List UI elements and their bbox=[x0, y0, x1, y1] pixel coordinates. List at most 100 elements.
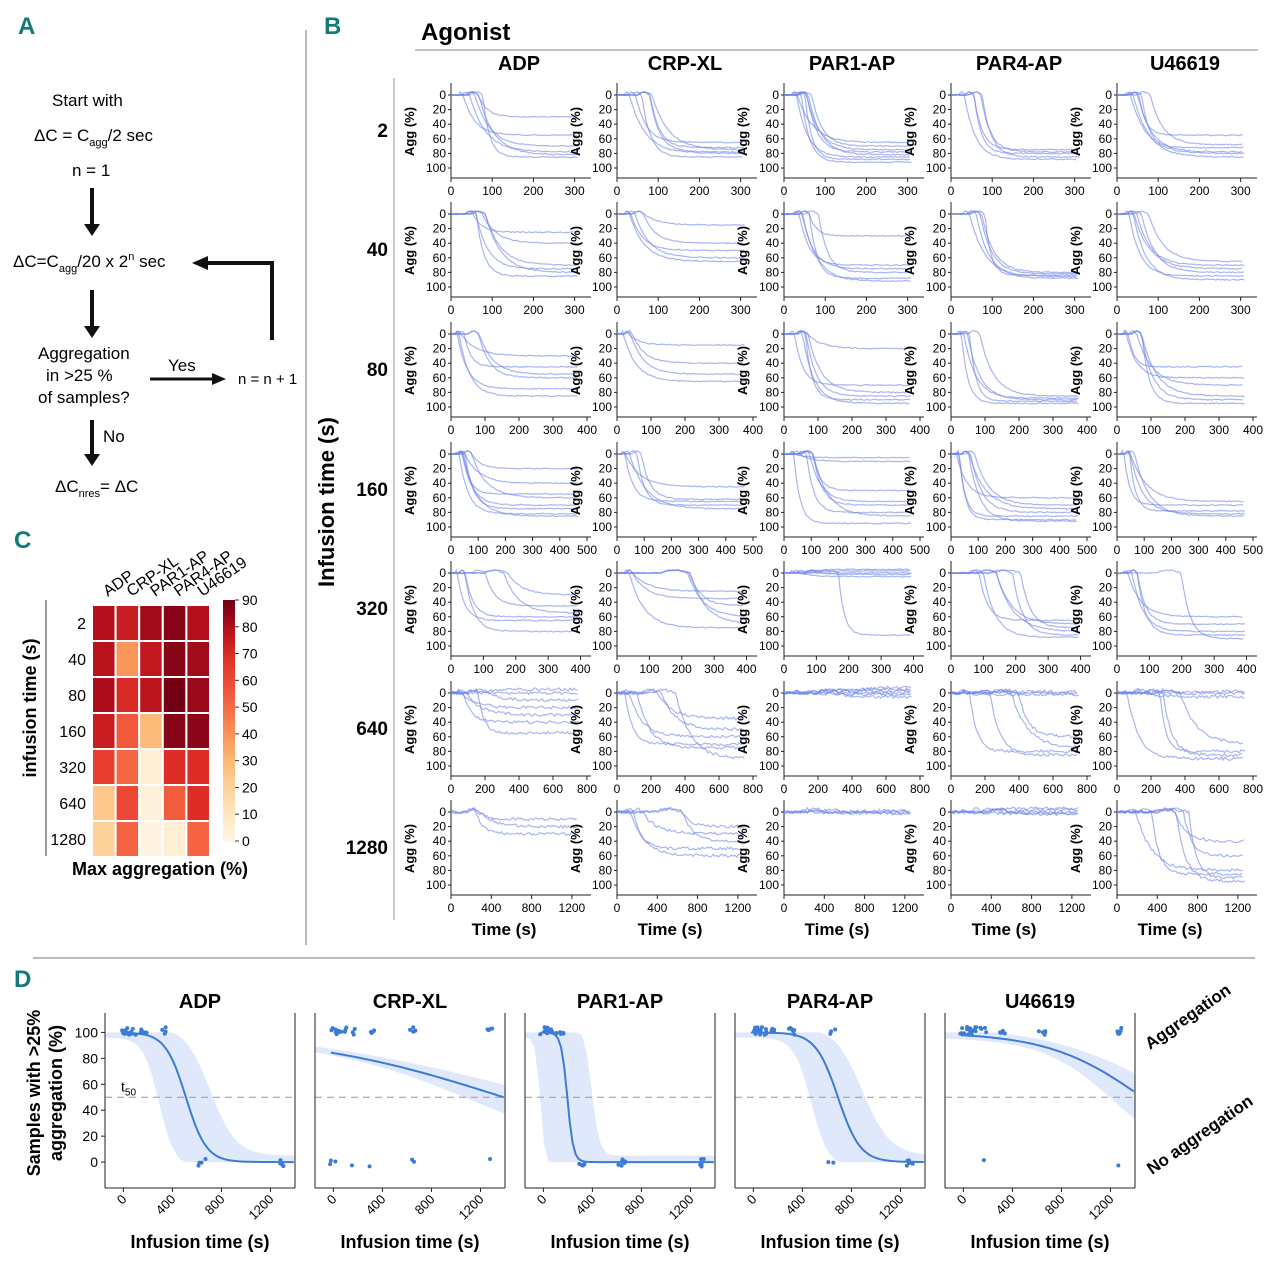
heatmap-cell bbox=[138, 676, 164, 714]
aggregation-trace bbox=[1116, 450, 1245, 515]
subplot-y-tick-label: 100 bbox=[759, 161, 779, 175]
subplot-y-tick-label: 20 bbox=[599, 701, 613, 715]
dose-x-tick-label: 1200 bbox=[876, 1192, 907, 1223]
aggregation-trace bbox=[783, 330, 910, 405]
subplot-ylabel: Agg (%) bbox=[568, 705, 583, 754]
subplot-x-tick-label: 400 bbox=[1077, 423, 1097, 437]
aggregation-trace bbox=[450, 91, 578, 159]
aggregation-trace bbox=[950, 568, 1079, 639]
subplot-x-tick-label: 0 bbox=[448, 423, 455, 437]
subplot-x-tick-label: 1200 bbox=[1225, 901, 1252, 915]
aggregation-trace bbox=[783, 450, 912, 503]
subplot-x-tick-label: 300 bbox=[1065, 184, 1085, 198]
subplot-ylabel: Agg (%) bbox=[568, 585, 583, 634]
sample-point bbox=[969, 1031, 974, 1036]
heatmap-cell bbox=[185, 820, 211, 858]
sample-point bbox=[619, 1163, 624, 1168]
colorbar-tick-label: 50 bbox=[242, 699, 258, 715]
subplot-y-tick-label: 60 bbox=[933, 251, 947, 265]
subplot-ylabel: Agg (%) bbox=[1068, 226, 1083, 275]
heatmap-cell bbox=[138, 712, 164, 750]
subplot-x-tick-label: 200 bbox=[1189, 303, 1209, 317]
aggregation-trace bbox=[1116, 689, 1243, 758]
subplot-y-tick-label: 0 bbox=[939, 207, 946, 221]
sample-point bbox=[968, 1026, 973, 1031]
aggregation-trace bbox=[1117, 450, 1244, 503]
colorbar-segment bbox=[223, 696, 235, 702]
subplot-x-tick-label: 200 bbox=[1172, 662, 1192, 676]
subplot-x-tick-label: 300 bbox=[871, 662, 891, 676]
dose-x-tick-label: 800 bbox=[412, 1192, 438, 1218]
dose-panel-title: PAR1-AP bbox=[577, 991, 663, 1013]
subplot-y-tick-label: 20 bbox=[1099, 820, 1113, 834]
sample-point bbox=[759, 1025, 764, 1030]
subplot-y-tick-label: 40 bbox=[1099, 236, 1113, 250]
subplot-x-tick-label: 200 bbox=[523, 303, 543, 317]
logistic-fit-curve bbox=[960, 1034, 1135, 1093]
subplot-ylabel: Agg (%) bbox=[902, 346, 917, 395]
sample-point bbox=[905, 1158, 910, 1163]
subplot-y-tick-label: 20 bbox=[766, 342, 780, 356]
colorbar-segment bbox=[223, 632, 235, 637]
aggregation-trace bbox=[783, 450, 910, 507]
heatmap-row-label: 1280 bbox=[50, 832, 86, 849]
heatmap-xlabel: Max aggregation (%) bbox=[72, 859, 248, 879]
colorbar-segment bbox=[223, 832, 235, 838]
colorbar-segment bbox=[223, 708, 235, 714]
subplot-y-tick-label: 100 bbox=[426, 520, 446, 534]
sample-point bbox=[130, 1026, 135, 1031]
aggregation-trace bbox=[950, 569, 1077, 622]
subplot-y-tick-label: 40 bbox=[599, 715, 613, 729]
subplot-x-tick-label: 200 bbox=[856, 184, 876, 198]
subplot-x-tick-label: 400 bbox=[743, 423, 763, 437]
sample-point bbox=[203, 1157, 208, 1162]
subplot-y-tick-label: 100 bbox=[426, 161, 446, 175]
subplot-y-tick-label: 20 bbox=[433, 222, 447, 236]
heatmap-cell bbox=[91, 676, 117, 714]
subplot-y-tick-label: 60 bbox=[933, 371, 947, 385]
subplot-x-tick-label: 800 bbox=[1243, 782, 1263, 796]
aggregation-traces-panel: B Agonist ADP CRP-XL PAR1-AP PAR4-AP U46619 2… bbox=[314, 13, 1263, 939]
dose-x-tick-label: 1200 bbox=[1086, 1192, 1117, 1223]
heatmap-cell bbox=[91, 784, 117, 822]
subplot-x-tick-label: 500 bbox=[743, 543, 763, 557]
subplot-y-tick-label: 100 bbox=[759, 759, 779, 773]
subplot-y-tick-label: 80 bbox=[933, 146, 947, 160]
subplot-x-tick-label: 200 bbox=[509, 423, 529, 437]
sample-point bbox=[120, 1028, 125, 1033]
dose-x-tick-label: 400 bbox=[573, 1192, 599, 1218]
subplot-y-tick-label: 0 bbox=[1105, 327, 1112, 341]
aggregation-trace bbox=[950, 331, 1079, 400]
subplot-y-tick-label: 100 bbox=[926, 280, 946, 294]
aggregation-trace bbox=[1116, 210, 1245, 281]
subplot-ylabel: Agg (%) bbox=[1068, 466, 1083, 515]
aggregation-trace bbox=[783, 90, 910, 144]
subplot-y-tick-label: 20 bbox=[1099, 462, 1113, 476]
aggregation-trace bbox=[616, 91, 743, 155]
subplot-x-tick-label: 200 bbox=[1009, 423, 1029, 437]
subplot-x-tick-label: 800 bbox=[1188, 901, 1208, 915]
aggregation-trace bbox=[450, 91, 578, 156]
subplot-x-tick-label: 100 bbox=[639, 662, 659, 676]
sample-point bbox=[910, 1161, 915, 1166]
subplot-y-tick-label: 40 bbox=[1099, 834, 1113, 848]
aggregation-trace bbox=[617, 450, 745, 510]
subplot-y-tick-label: 40 bbox=[1099, 715, 1113, 729]
sample-point bbox=[623, 1159, 628, 1164]
sample-point bbox=[351, 1032, 356, 1037]
aggregation-trace bbox=[617, 91, 743, 154]
colorbar-segment bbox=[223, 732, 235, 738]
heatmap-cell bbox=[114, 676, 141, 714]
subplot-y-tick-label: 0 bbox=[772, 88, 779, 102]
subplot-x-tick-label: 1200 bbox=[892, 901, 919, 915]
subplot-y-tick-label: 20 bbox=[1099, 103, 1113, 117]
subplot-y-tick-label: 40 bbox=[766, 595, 780, 609]
subplot-y-tick-label: 100 bbox=[1092, 520, 1112, 534]
aggregation-trace bbox=[450, 210, 579, 267]
subplot-y-tick-label: 60 bbox=[766, 251, 780, 265]
sample-point bbox=[343, 1028, 348, 1033]
